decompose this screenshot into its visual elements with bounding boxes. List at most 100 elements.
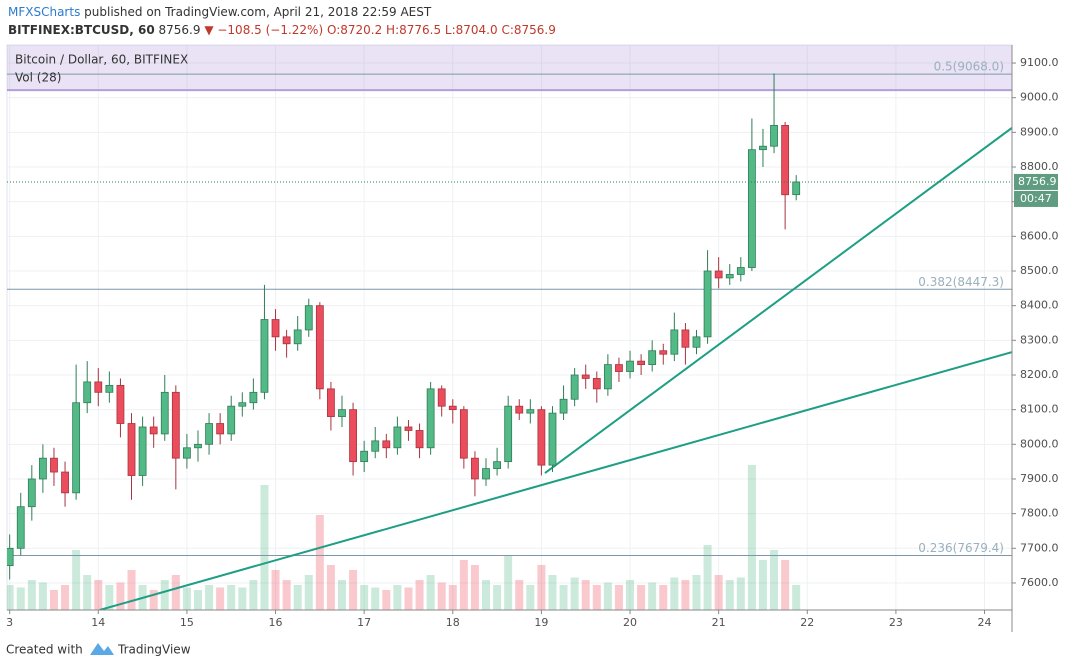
candle-body [504, 405, 513, 463]
candle-body [581, 374, 590, 379]
fib-label: 0.5(9068.0) [934, 60, 1004, 74]
volume-bar [205, 585, 214, 610]
candle-body [659, 350, 668, 355]
candle-body [138, 426, 147, 476]
candle-body [714, 270, 723, 279]
candle-body [149, 426, 158, 435]
candle-body [160, 391, 169, 435]
volume-bar [127, 570, 136, 610]
volume-bar [659, 585, 668, 610]
volume-bar [260, 485, 269, 610]
candle-body [404, 426, 413, 431]
symbol-line: BITFINEX:BTCUSD, 60 8756.9 ▼ −108.5 (−1.… [8, 23, 556, 37]
volume-bar [304, 575, 313, 610]
header-line: MFXSCharts published on TradingView.com,… [8, 5, 432, 19]
volume-bar [570, 577, 579, 610]
volume-bar [559, 585, 568, 610]
candle-body [426, 388, 435, 449]
volume-bar [27, 580, 36, 610]
volume-bar [61, 585, 70, 610]
volume-bar [482, 580, 491, 610]
volume-bar [371, 587, 380, 610]
volume-bar [315, 515, 324, 610]
candle-body [338, 409, 346, 417]
volume-bar [404, 587, 413, 610]
candle-body [16, 506, 25, 549]
candle-body [94, 381, 103, 393]
candle-body [72, 402, 81, 494]
volume-bar [271, 570, 280, 610]
y-tick-label: 8900.0 [1020, 125, 1059, 138]
candle-body [61, 471, 69, 494]
candle-body [692, 336, 701, 348]
volume-bar [648, 582, 657, 610]
candle-body [770, 125, 778, 147]
volume-bar [282, 580, 291, 610]
volume-bar [692, 575, 701, 610]
plot [7, 45, 1012, 610]
volume-bar [216, 587, 225, 610]
volume-bar [426, 575, 435, 610]
volume-bar [792, 585, 801, 610]
fib-label: 0.382(8447.3) [918, 275, 1004, 289]
candle-body [471, 457, 479, 480]
y-tick-label: 9100.0 [1020, 56, 1059, 69]
footer-brand[interactable]: TradingView [117, 643, 191, 657]
volume-bar [393, 585, 402, 610]
volume-bar [504, 555, 513, 610]
candle-body [703, 270, 712, 338]
candle-body [360, 450, 369, 463]
candle-body [415, 430, 424, 449]
volume-bar [614, 585, 623, 610]
y-tick-label: 8200.0 [1020, 368, 1059, 381]
volume-bar [548, 575, 557, 610]
candle-body [238, 402, 247, 407]
fib-zone [7, 45, 1012, 91]
volume-bar [626, 580, 635, 610]
volume-bar [448, 585, 457, 610]
volume-bar [681, 580, 690, 610]
published: published on TradingView.com, April 21, … [84, 5, 432, 19]
candle-body [670, 329, 679, 355]
volume-bar [637, 585, 646, 610]
candle-body [271, 319, 280, 338]
x-tick-label: 18 [446, 616, 460, 629]
volume-bar [736, 577, 745, 610]
volume-bar [193, 590, 202, 610]
last-price-box [1014, 173, 1058, 190]
candle-body [105, 384, 114, 393]
volume-bar [437, 582, 446, 610]
candle-body [515, 405, 524, 414]
candle-body [393, 426, 402, 449]
candle-body [327, 388, 335, 417]
volume-bar [725, 580, 734, 610]
candle-body [493, 461, 501, 469]
volume-bar [160, 580, 169, 610]
y-tick-label: 8800.0 [1020, 160, 1059, 173]
x-tick-label: 16 [269, 616, 283, 629]
volume-bar [526, 585, 535, 610]
candle-body [282, 336, 291, 345]
candle-body [637, 360, 646, 365]
volume-bar [670, 577, 679, 610]
candle-body [559, 398, 568, 414]
footer: Created with TradingView [6, 643, 191, 657]
volume-bar [493, 585, 502, 610]
volume-bar [349, 570, 358, 610]
trendline [544, 127, 1012, 474]
candle-body [50, 457, 58, 473]
candle-body [437, 388, 446, 407]
plot-frame [6, 44, 1013, 611]
candle-body [216, 423, 225, 435]
candle-body [548, 412, 557, 466]
volume-bar [326, 565, 335, 610]
x-tick-label: 21 [712, 616, 726, 629]
volume-bar [105, 585, 114, 610]
trendline [99, 351, 1012, 610]
candle-body [615, 364, 623, 372]
x-tick-label: 24 [978, 616, 992, 629]
last: 8756.9 [159, 23, 201, 37]
volume-bar [238, 587, 247, 610]
footer-created: Created with [6, 643, 83, 657]
candle-body [27, 478, 36, 508]
